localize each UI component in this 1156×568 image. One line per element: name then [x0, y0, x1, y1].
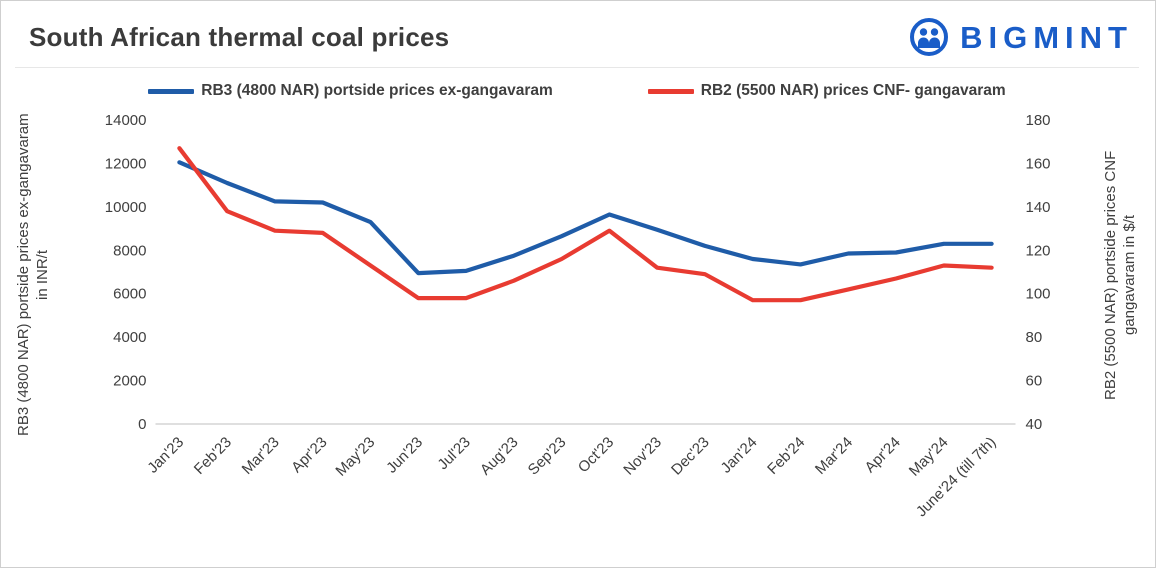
right-axis-tick-label: 40: [1025, 416, 1042, 433]
series-line-rb2[interactable]: [176, 146, 994, 303]
right-axis-tick-label: 80: [1025, 329, 1042, 346]
legend-item-rb3[interactable]: RB3 (4800 NAR) portside prices ex-gangav…: [148, 82, 553, 100]
x-axis-tick-label: Sep'23: [524, 434, 569, 479]
bigmint-logo-icon: [910, 18, 949, 56]
x-axis-tick-label: Aug'23: [476, 434, 521, 479]
header: South African thermal coal prices BIGMIN…: [15, 13, 1139, 68]
bigmint-logo-text: BIGMINT: [960, 19, 1133, 55]
left-axis-tick-label: 4000: [113, 329, 146, 346]
chart-area: RB3 (4800 NAR) portside prices ex-gangav…: [15, 104, 1139, 549]
x-axis-tick-label: Jul'23: [434, 434, 473, 473]
right-axis-tick-label: 60: [1025, 373, 1042, 390]
line-chart[interactable]: 0 2000 4000 6000 8000 10000 12000 14000 40 60 80 10…: [53, 104, 1102, 549]
left-axis-tick-label: 0: [138, 416, 146, 433]
series-line-rb3[interactable]: [176, 160, 994, 276]
right-axis-tick-label: 160: [1025, 155, 1050, 172]
x-axis-tick-label: Feb'24: [764, 434, 808, 478]
x-axis-tick-label: Mar'24: [811, 434, 855, 478]
left-axis-tick-label: 14000: [104, 112, 146, 129]
x-axis-tick-label: Feb'23: [190, 434, 234, 478]
page-title: South African thermal coal prices: [29, 21, 450, 52]
right-axis-tick-label: 100: [1025, 286, 1050, 303]
x-axis-tick-label: Jan'24: [717, 434, 760, 477]
bigmint-logo: BIGMINT: [908, 17, 1133, 57]
x-axis-tick-label: Nov'23: [620, 434, 665, 479]
right-axis-title: RB2 (5500 NAR) portside prices CNF ganga…: [1101, 150, 1138, 400]
x-axis-tick-label: Mar'23: [238, 434, 282, 478]
left-axis-tick-label: 12000: [104, 155, 146, 172]
x-axis-tick-label: Oct'23: [574, 434, 616, 476]
x-axis-tick-label: May'24: [905, 434, 951, 480]
left-axis-title: RB3 (4800 NAR) portside prices ex-gangav…: [15, 113, 51, 437]
x-axis-tick-label: Apr'24: [861, 434, 903, 476]
chart-legend: RB3 (4800 NAR) portside prices ex-gangav…: [15, 82, 1139, 100]
left-axis-tick-label: 2000: [113, 373, 146, 390]
left-axis-tick-label: 10000: [104, 199, 146, 216]
x-axis-tick-label: Apr'23: [288, 434, 330, 476]
right-axis-tick-label: 180: [1025, 112, 1050, 129]
left-axis-tick-label: 8000: [113, 242, 146, 259]
legend-label-rb3: RB3 (4800 NAR) portside prices ex-gangav…: [201, 82, 553, 99]
right-axis-tick-label: 120: [1025, 242, 1050, 259]
rb3-line-swatch: [148, 88, 195, 94]
left-axis-tick-label: 6000: [113, 286, 146, 303]
x-axis-tick-label: Jun'23: [383, 434, 426, 477]
legend-label-rb2: RB2 (5500 NAR) prices CNF- gangavaram: [700, 82, 1006, 99]
x-axis-tick-label: Jan'23: [144, 434, 187, 477]
rb2-line-swatch: [647, 88, 694, 94]
x-axis-tick-label: May'23: [332, 434, 378, 480]
x-axis-tick-label: Dec'23: [668, 434, 713, 479]
right-axis-tick-label: 140: [1025, 199, 1050, 216]
legend-item-rb2[interactable]: RB2 (5500 NAR) prices CNF- gangavaram: [647, 82, 1006, 100]
